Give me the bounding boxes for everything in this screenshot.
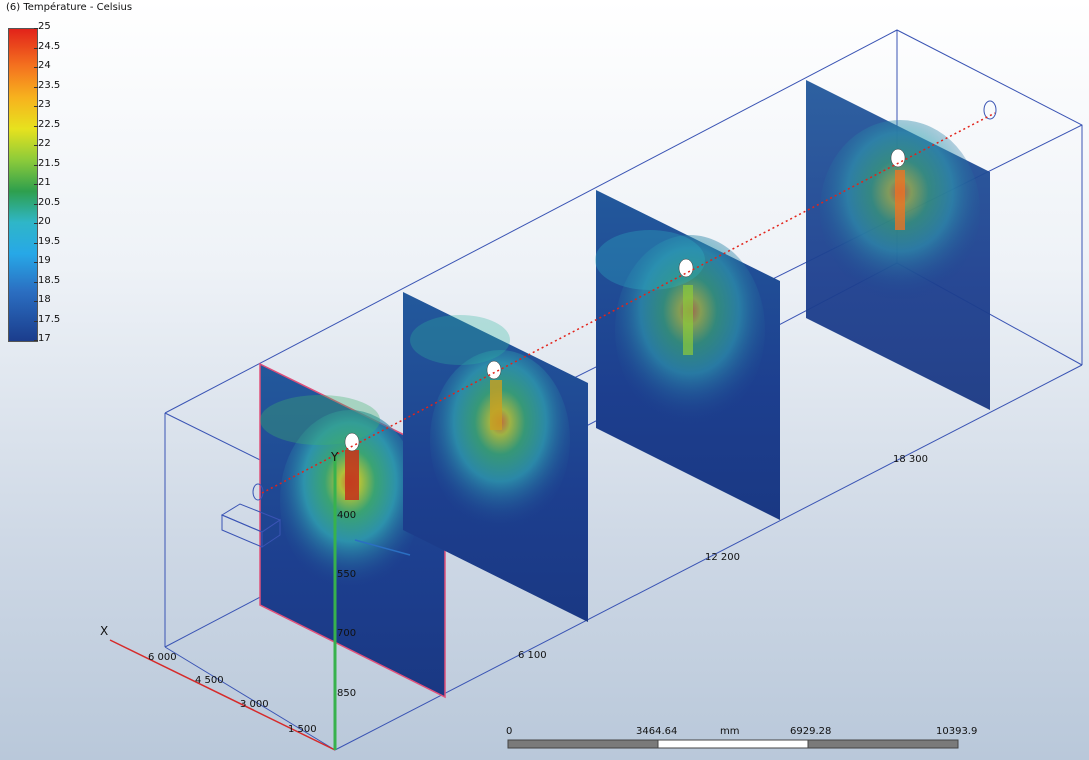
scale-label-1: 3464.64 [636, 726, 678, 737]
colorbar-tick: 19 [34, 255, 51, 266]
colorbar-tick: 20 [34, 216, 51, 227]
z-tick-2: 12 200 [705, 552, 740, 563]
colorbar-tick: 18.5 [33, 274, 61, 286]
colorbar-tick: 24 [34, 60, 51, 71]
colorbar-tick: 25 [34, 21, 51, 32]
section-plane-1[interactable] [259, 362, 446, 699]
x-tick-1: 6 000 [148, 652, 177, 663]
legend-title: (6) Température - Celsius [6, 2, 133, 13]
y-axis-label: Y [331, 450, 339, 464]
scale-bar [507, 739, 959, 749]
x-axis-line [109, 639, 336, 751]
colorbar-tick: 17.5 [33, 313, 61, 325]
colorbar-tick: 23.5 [33, 79, 61, 91]
section-plane-4[interactable] [806, 80, 990, 410]
scale-label-3: 10393.9 [936, 726, 978, 737]
y-tick-4: 850 [337, 688, 357, 699]
x-tick-2: 4 500 [195, 675, 224, 686]
y-tick-1: 400 [337, 510, 357, 521]
temperature-colorbar [8, 28, 38, 342]
y-tick-3: 700 [337, 628, 357, 639]
view-arrow [354, 539, 411, 556]
section-plane-2[interactable] [403, 292, 588, 622]
outlet-marker [983, 100, 997, 120]
colorbar-tick: 18 [34, 294, 51, 305]
z-tick-3: 18 300 [893, 454, 928, 465]
scale-unit: mm [720, 726, 740, 737]
y-tick-2: 550 [337, 569, 357, 580]
x-axis-label: X [100, 624, 109, 638]
scale-label-0: 0 [506, 726, 513, 737]
colorbar-tick: 17 [34, 333, 51, 344]
colorbar-tick: 23 [34, 99, 51, 110]
colorbar-tick: 19.5 [33, 235, 61, 247]
colorbar-tick: 22.5 [33, 118, 61, 130]
scale-label-2: 6929.28 [790, 726, 832, 737]
colorbar-tick: 21 [34, 177, 51, 188]
colorbar-tick: 20.5 [33, 196, 61, 208]
z-tick-1: 6 100 [518, 650, 547, 661]
colorbar-tick: 21.5 [33, 157, 61, 169]
colorbar-tick: 24.5 [33, 40, 61, 52]
x-tick-3: 3 000 [240, 699, 269, 710]
colorbar-tick: 22 [34, 138, 51, 149]
section-plane-3[interactable] [595, 190, 780, 520]
x-tick-4: 1 500 [288, 724, 317, 735]
diffuser-box [220, 503, 282, 548]
